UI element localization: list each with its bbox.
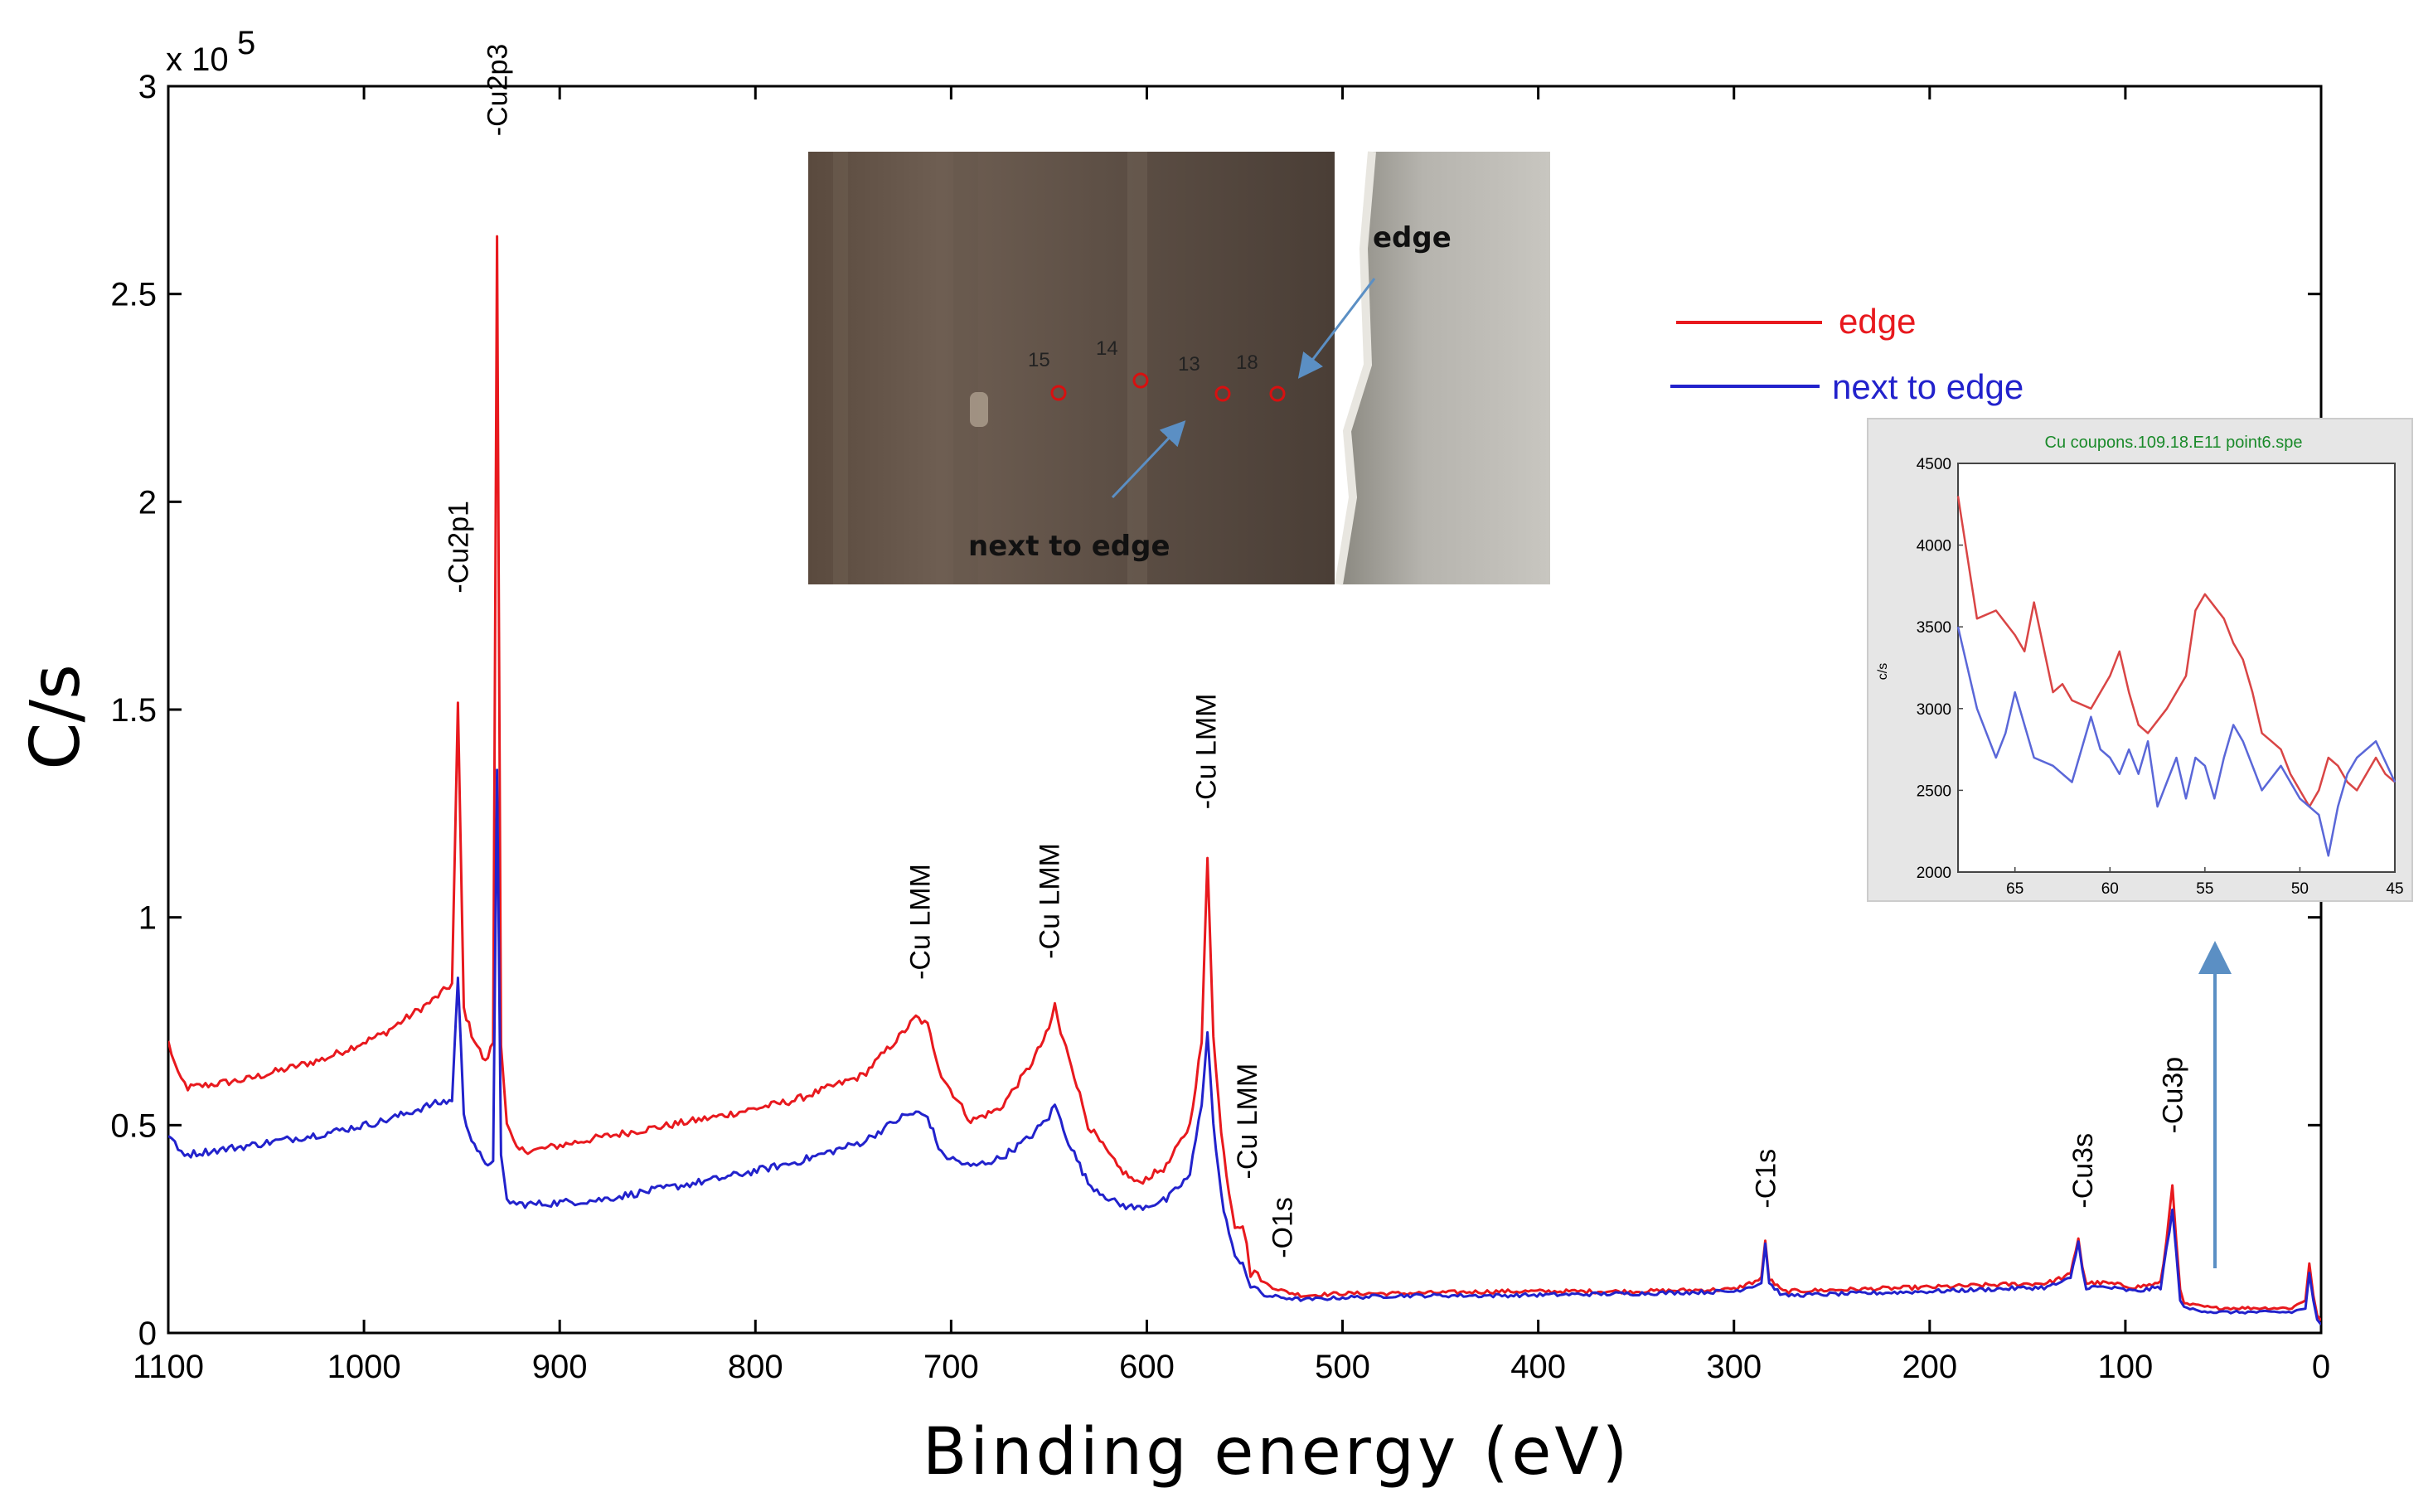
main-axis-ticks: 1100 1000 900 800 700 600 500 400 300 200 100 000.5… — [110, 69, 2330, 1385]
series-line-edge — [168, 235, 2321, 1321]
peak-label: -Cu2p3 — [482, 44, 514, 137]
y-scale-exponent: 5 — [237, 25, 255, 61]
photo-dark-region — [808, 152, 1335, 584]
inset-y-tick-label: 3500 — [1917, 619, 1951, 637]
y-tick-label: 2.5 — [110, 277, 157, 313]
photo-streak — [833, 152, 848, 584]
photo-streak — [953, 152, 978, 584]
inset-axis-ticks: 65 60 55 50 45 2000 2500 3000 3500 4000 4500 — [1917, 456, 2404, 898]
y-tick-label: 2 — [138, 484, 157, 521]
x-tick-label: 100 — [2098, 1349, 2154, 1385]
photo-light-region — [1339, 152, 1550, 584]
measurement-point-18 — [1269, 385, 1286, 402]
point-label-14: 14 — [1096, 337, 1118, 360]
measurement-point-14 — [1132, 372, 1149, 389]
y-axis-label: C/s — [17, 664, 95, 770]
x-tick-label: 200 — [1902, 1349, 1957, 1385]
x-tick-label: 700 — [923, 1349, 979, 1385]
y-tick-label: 1 — [138, 900, 157, 937]
x-axis-label: Binding energy (eV) — [923, 1415, 1631, 1490]
peak-label: -Cu LMM — [1232, 1064, 1263, 1180]
y-tick-label: 0 — [138, 1316, 157, 1352]
inset-x-tick-label: 60 — [2101, 880, 2119, 898]
inset-x-tick-label: 55 — [2196, 880, 2213, 898]
peak-label: -Cu3s — [2067, 1133, 2099, 1209]
x-tick-label: 0 — [2312, 1349, 2330, 1385]
next-to-edge-pointer-arrow — [1111, 420, 1186, 499]
peak-label: -Cu3p — [2158, 1057, 2189, 1134]
y-tick-label: 1.5 — [110, 692, 157, 729]
inset-series-group — [1956, 496, 2397, 857]
photo-edge-highlight — [1335, 151, 1376, 585]
photo-label-next-to-edge: next to edge — [968, 530, 1170, 563]
inset-y-tick-label: 2000 — [1917, 865, 1951, 882]
x-tick-label: 1000 — [327, 1349, 401, 1385]
point-label-15: 15 — [1028, 349, 1050, 371]
measurement-point-13 — [1214, 385, 1231, 402]
inset-x-tick-label: 65 — [2006, 880, 2023, 898]
y-tick-label: 0.5 — [110, 1107, 157, 1144]
inset-y-label: c/s — [1876, 663, 1890, 680]
x-tick-label: 900 — [532, 1349, 588, 1385]
inset-x-tick-label: 45 — [2386, 880, 2403, 898]
inset-y-tick-label: 2500 — [1917, 783, 1951, 800]
x-tick-label: 500 — [1315, 1349, 1370, 1385]
inset-y-tick-label: 4000 — [1917, 538, 1951, 555]
measurement-point-15 — [1050, 385, 1067, 401]
peak-label: -Cu LMM — [1190, 694, 1222, 810]
photo-spot — [970, 392, 988, 427]
x-tick-label: 600 — [1119, 1349, 1175, 1385]
photo-streak — [1127, 152, 1147, 584]
detail-spectrum-inset: Cu coupons.109.18.E11 point6.spe c/s 65 6… — [1867, 418, 2413, 902]
edge-pointer-arrow — [1297, 278, 1376, 379]
legend-label-edge: edge — [1839, 302, 1916, 341]
peak-label: -C1s — [1751, 1149, 1782, 1209]
inset-plot-area — [1957, 463, 2396, 873]
sample-photo-inset: 15 14 13 18 edge next to edge — [808, 151, 1550, 585]
point-label-18: 18 — [1236, 351, 1258, 374]
inset-y-tick-label: 4500 — [1917, 456, 1951, 473]
point-label-13: 13 — [1178, 353, 1200, 376]
peak-labels: -Cu2p1 -Cu2p3 -Cu LMM -Cu LMM -Cu LMM -Cu LMM… — [443, 44, 2188, 1258]
x-tick-label: 1100 — [133, 1349, 204, 1385]
x-tick-label: 800 — [728, 1349, 783, 1385]
inset-series-line-next-to-edge — [1956, 626, 2397, 857]
legend: edge next to edge — [1670, 302, 2023, 406]
peak-label: -Cu2p1 — [443, 501, 474, 594]
inset-series-line-edge — [1956, 496, 2396, 808]
inset-x-tick-label: 50 — [2291, 880, 2309, 898]
peak-label: -Cu LMM — [1034, 843, 1065, 959]
main-series-group — [168, 235, 2321, 1325]
y-scale-label: x 10 — [166, 41, 229, 78]
peak-label: -Cu LMM — [905, 864, 937, 980]
y-tick-label: 3 — [138, 69, 157, 105]
series-line-next-to-edge — [168, 768, 2321, 1325]
photo-label-edge: edge — [1373, 221, 1452, 254]
inset-title: Cu coupons.109.18.E11 point6.spe — [2045, 434, 2303, 452]
x-tick-label: 300 — [1706, 1349, 1762, 1385]
legend-label-next-to-edge: next to edge — [1832, 367, 2023, 406]
inset-y-tick-label: 3000 — [1917, 701, 1951, 719]
x-tick-label: 400 — [1510, 1349, 1566, 1385]
peak-label: -O1s — [1267, 1197, 1298, 1258]
